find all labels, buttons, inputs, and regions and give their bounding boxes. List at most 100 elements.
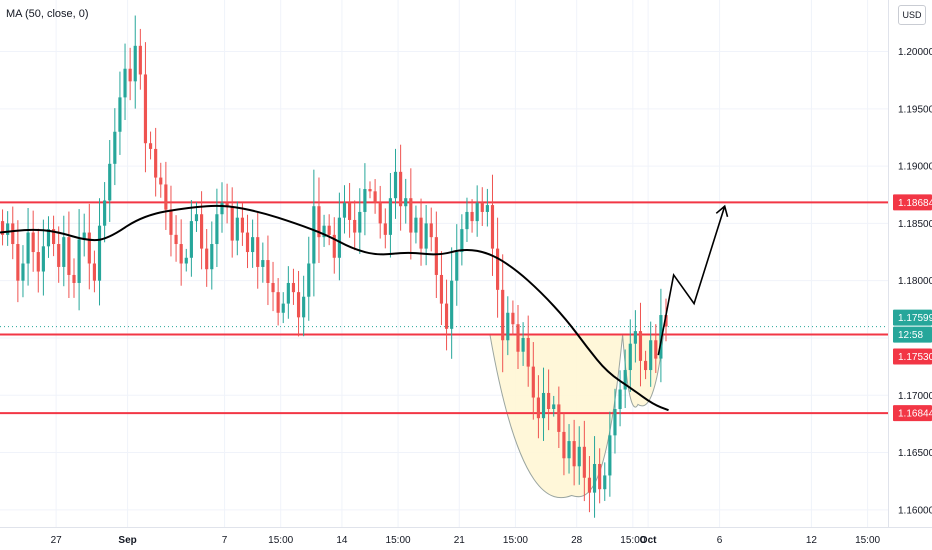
candle-body xyxy=(388,198,392,235)
candle-body xyxy=(113,131,117,164)
candle-body xyxy=(414,217,418,233)
candle-body xyxy=(439,274,444,304)
candle-body xyxy=(337,217,341,258)
candle-body xyxy=(271,282,275,293)
candle-body xyxy=(613,408,617,436)
candle-body xyxy=(317,206,321,238)
candle-body xyxy=(332,234,336,258)
candle-body xyxy=(251,237,255,253)
candle-body xyxy=(649,340,653,371)
candle-body xyxy=(419,217,423,249)
grid xyxy=(0,0,888,527)
candle-body xyxy=(31,232,35,253)
price-tick-label: 1.19500 xyxy=(898,104,932,115)
candle-body xyxy=(92,263,96,281)
candle-body xyxy=(485,205,489,212)
candle-body xyxy=(353,219,357,233)
candle-body xyxy=(67,237,71,275)
candle-body xyxy=(148,143,153,149)
date-tick-label: Oct xyxy=(640,535,657,546)
candle-body xyxy=(312,206,316,264)
candle-body xyxy=(526,337,530,367)
date-tick-label: 15:00 xyxy=(386,535,411,546)
candle-body xyxy=(470,211,474,222)
candle-body xyxy=(220,202,224,215)
candle-body xyxy=(154,148,158,178)
candle-body xyxy=(143,74,148,144)
price-tick-label: 1.18500 xyxy=(898,219,932,230)
candle-body xyxy=(511,312,515,325)
candle-body xyxy=(286,282,290,304)
candle-body xyxy=(118,97,122,132)
price-tick-label: 1.16500 xyxy=(898,448,932,459)
candle-body xyxy=(444,303,449,329)
indicator-label[interactable]: MA (50, close, 0) xyxy=(6,8,89,20)
candle-body xyxy=(358,211,362,233)
price-tick-label: 1.16000 xyxy=(898,505,932,516)
candle-body xyxy=(11,223,15,245)
candle-body xyxy=(225,202,229,207)
candle-body xyxy=(450,280,454,329)
countdown-tag-bg xyxy=(893,326,932,343)
candle-body xyxy=(562,431,566,459)
ma-line xyxy=(0,204,670,412)
projection-line xyxy=(657,205,726,356)
candle-body xyxy=(133,45,137,82)
candle-body xyxy=(276,292,280,313)
candle-body xyxy=(592,463,597,493)
candle-body xyxy=(210,244,214,270)
candle-body xyxy=(256,237,260,267)
candle-body xyxy=(628,343,632,371)
candle-body xyxy=(200,214,204,249)
level-tag-bg xyxy=(893,405,932,422)
candle-body xyxy=(506,312,510,341)
candle-body xyxy=(664,315,668,327)
date-tick-label: 15:00 xyxy=(268,535,293,546)
candle-body xyxy=(77,239,81,283)
candle-body xyxy=(103,200,107,226)
date-tick-label: 21 xyxy=(454,535,466,546)
date-tick-label: 6 xyxy=(717,535,723,546)
candle-body xyxy=(409,198,413,233)
candle-body xyxy=(322,225,326,238)
level-tag-label: 1.18684 xyxy=(898,198,932,209)
candle-body xyxy=(547,392,551,409)
price-tick-label: 1.18000 xyxy=(898,276,932,287)
price-tick-label: 1.17000 xyxy=(898,391,932,402)
candle-body xyxy=(184,257,188,264)
projection-arrowhead xyxy=(715,204,729,218)
candle-body xyxy=(26,232,30,264)
candle-body xyxy=(46,229,51,247)
candle-body xyxy=(97,225,102,281)
candle-body xyxy=(567,441,571,459)
candle-body xyxy=(245,232,250,253)
date-tick-label: 27 xyxy=(51,535,63,546)
candle-body xyxy=(296,292,301,318)
candle-body xyxy=(638,331,643,361)
candle-body xyxy=(541,392,546,419)
candle-body xyxy=(455,252,459,281)
level-tag-label: 1.16844 xyxy=(898,409,932,420)
candle-body xyxy=(654,340,658,359)
candle-body xyxy=(215,214,219,245)
candle-body xyxy=(644,360,648,371)
level-tag-bg xyxy=(893,348,932,365)
horizontal-levels xyxy=(0,201,888,415)
candle-body xyxy=(587,477,592,493)
date-tick-label: 14 xyxy=(336,535,348,546)
current-price-tag-label: 1.17599 xyxy=(898,313,932,324)
countdown-tag-label: 12:58 xyxy=(898,330,923,341)
candle-body xyxy=(496,248,500,290)
current-price-tag-bg xyxy=(893,309,932,326)
candle-body xyxy=(169,209,173,235)
candle-body xyxy=(424,223,428,249)
candle-body xyxy=(618,389,622,409)
candle-body xyxy=(159,177,163,185)
candle-body xyxy=(327,225,331,235)
candle-body xyxy=(205,248,209,270)
price-tags: 1.18684 1.17530 1.16844 1.17599 12:58 xyxy=(893,194,932,422)
candle-body xyxy=(373,191,377,203)
candle-body xyxy=(582,446,586,478)
currency-button[interactable]: USD xyxy=(898,5,926,25)
